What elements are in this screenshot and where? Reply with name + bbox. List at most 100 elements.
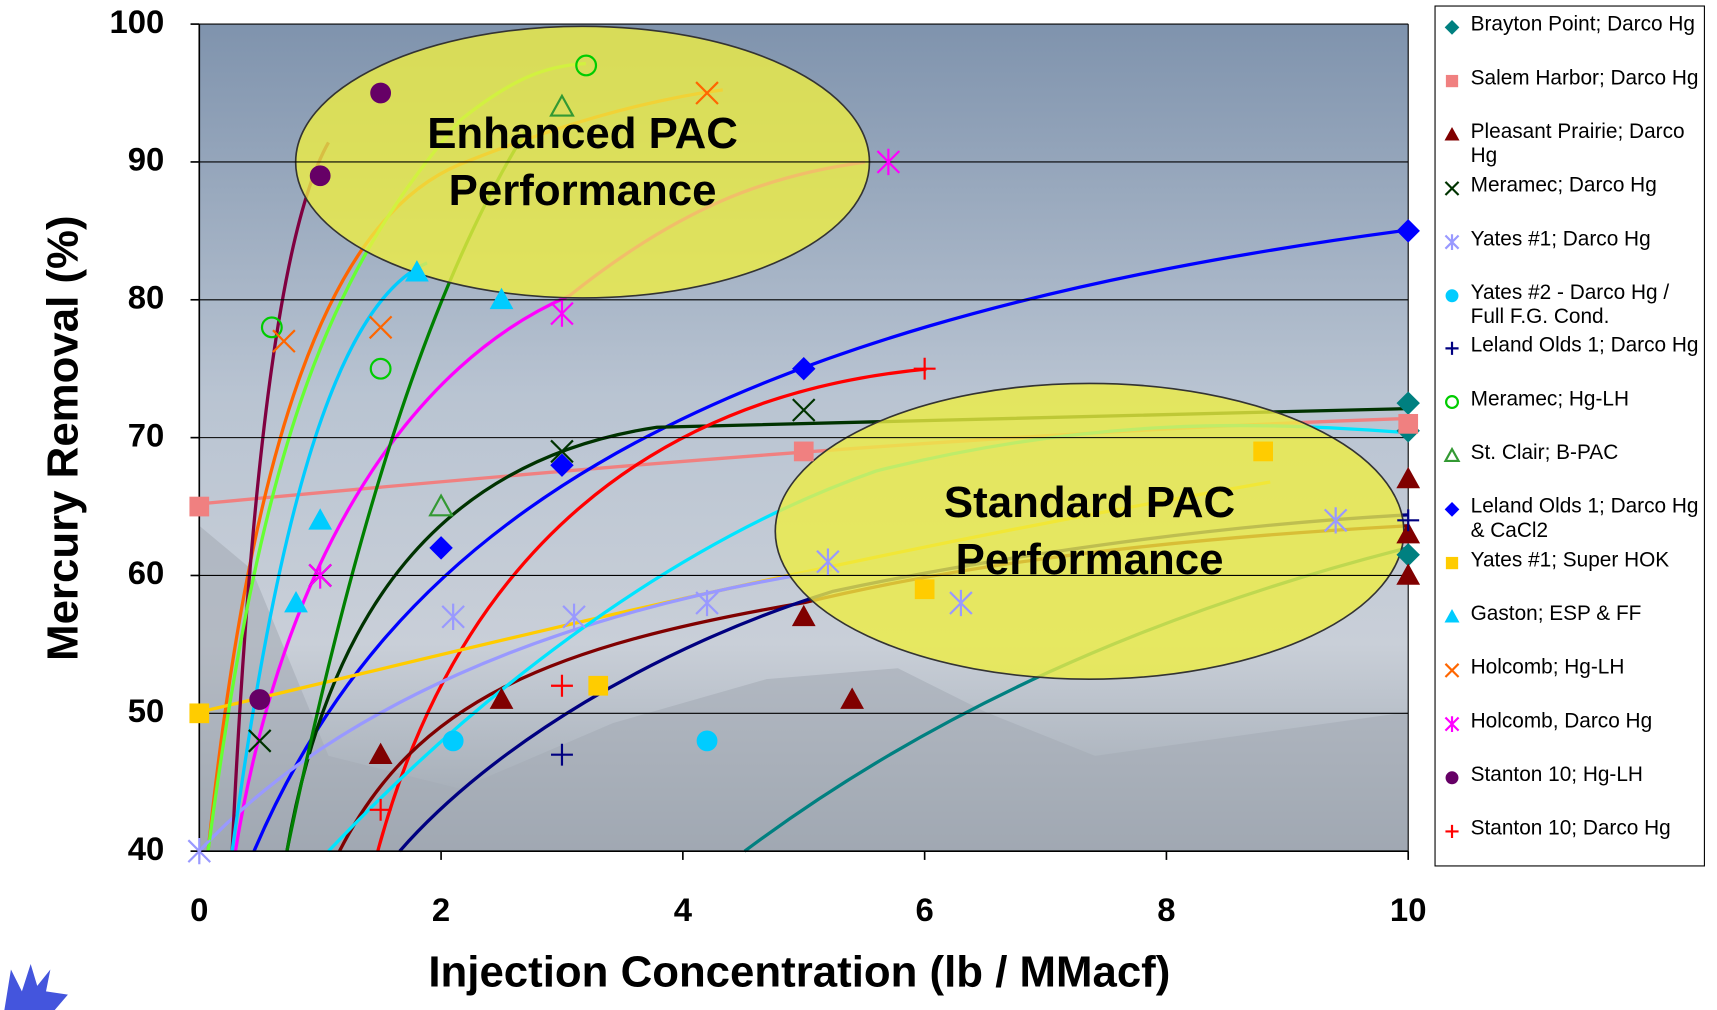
point [1445, 556, 1459, 570]
legend-marker [1444, 20, 1460, 35]
legend-label: Holcomb; Hg-LH [1470, 655, 1625, 679]
point [189, 703, 210, 724]
legend-label: Yates #2 - Darco Hg / Full F.G. Cond. [1470, 280, 1670, 329]
point [248, 729, 272, 753]
trend-line [230, 261, 428, 852]
point [369, 798, 392, 821]
point [695, 589, 719, 617]
y-tick-label: 100 [109, 3, 164, 40]
point [793, 441, 814, 462]
legend-label: Leland Olds 1; Darco Hg [1470, 334, 1699, 358]
legend-label: Yates #1; Darco Hg [1470, 227, 1651, 251]
x-tick-label: 2 [432, 891, 450, 928]
legend-entry: Holcomb, Darco Hg [1442, 710, 1703, 734]
point [441, 603, 465, 630]
legend-label: Brayton Point; Darco Hg [1470, 13, 1695, 37]
point [816, 548, 840, 575]
point [696, 730, 718, 752]
y-axis-title: Mercury Removal (%) [38, 215, 87, 661]
legend-entry: Stanton 10; Darco Hg [1442, 817, 1703, 841]
legend-marker [1444, 608, 1460, 623]
legend-entry: Meramec; Hg-LH [1442, 388, 1703, 412]
y-tick-label: 50 [128, 692, 165, 729]
point [1445, 74, 1459, 88]
x-tick-label: 10 [1390, 891, 1427, 928]
point [429, 536, 453, 560]
legend-entry: Yates #1; Darco Hg [1442, 227, 1703, 251]
point [1445, 824, 1459, 838]
point [260, 316, 283, 339]
trend-line [198, 568, 833, 853]
trend-line [376, 367, 927, 852]
point [1445, 288, 1459, 302]
point [1444, 608, 1460, 623]
point [489, 287, 514, 310]
point [1444, 715, 1460, 732]
point [949, 589, 973, 617]
point [1396, 563, 1421, 585]
point [369, 357, 392, 380]
legend-marker [1445, 824, 1459, 838]
legend-label: Meramec; Darco Hg [1470, 173, 1657, 197]
trend-line [252, 228, 1409, 852]
legend-label: Yates #1; Super HOK [1470, 548, 1670, 572]
point [914, 579, 935, 600]
point [1396, 522, 1421, 544]
legend-label: St. Clair; B-PAC [1470, 441, 1619, 465]
legend-marker [1445, 395, 1460, 410]
point [442, 730, 464, 752]
legend-label: Stanton 10; Darco Hg [1470, 816, 1671, 840]
legend-label: Gaston; ESP & FF [1470, 602, 1642, 626]
legend-marker [1445, 556, 1459, 570]
point [309, 165, 331, 187]
legend-entry: Brayton Point; Darco Hg [1442, 13, 1703, 37]
point [550, 300, 574, 327]
point [284, 590, 308, 613]
point [1397, 509, 1420, 532]
legend-marker [1444, 180, 1460, 196]
point [1253, 441, 1273, 462]
point [1444, 502, 1460, 517]
point [1444, 126, 1460, 141]
x-tick-label: 6 [916, 891, 934, 928]
point [1396, 466, 1421, 489]
point [368, 742, 393, 764]
legend-marker [1445, 288, 1459, 302]
point [913, 357, 936, 380]
legend-entry: Gaston; ESP & FF [1442, 602, 1703, 626]
point [187, 838, 212, 865]
legend-marker [1444, 662, 1460, 678]
point [792, 356, 816, 381]
point [876, 148, 901, 176]
legend-marker [1445, 342, 1459, 356]
point [550, 439, 574, 464]
point [1445, 342, 1459, 356]
legend-entry: Salem Harbor; Darco Hg [1442, 67, 1703, 91]
y-tick-label: 40 [128, 830, 165, 867]
legend-label: Pleasant Prairie; Darco Hg [1470, 120, 1685, 168]
legend-marker [1444, 126, 1460, 141]
point [840, 687, 864, 709]
point [368, 315, 393, 340]
point [1444, 20, 1460, 35]
point [1444, 180, 1460, 196]
legend-marker [1443, 447, 1461, 463]
point [370, 82, 392, 104]
legend-entry: Leland Olds 1; Darco Hg [1442, 335, 1703, 359]
y-tick-label: 60 [128, 554, 165, 591]
logo-star [4, 963, 68, 1010]
point [550, 453, 574, 477]
point [1443, 447, 1461, 463]
point [249, 689, 271, 710]
point [551, 743, 573, 766]
annotation: Enhanced PAC Performance [427, 109, 738, 215]
legend-marker [1444, 233, 1460, 250]
annotation: Standard PAC Performance [943, 478, 1236, 584]
y-tick-label: 90 [128, 141, 165, 178]
point [1444, 233, 1460, 250]
legend-label: Meramec; Hg-LH [1470, 388, 1630, 412]
x-tick-label: 0 [190, 891, 208, 928]
point [1323, 507, 1348, 534]
point [1444, 662, 1460, 678]
